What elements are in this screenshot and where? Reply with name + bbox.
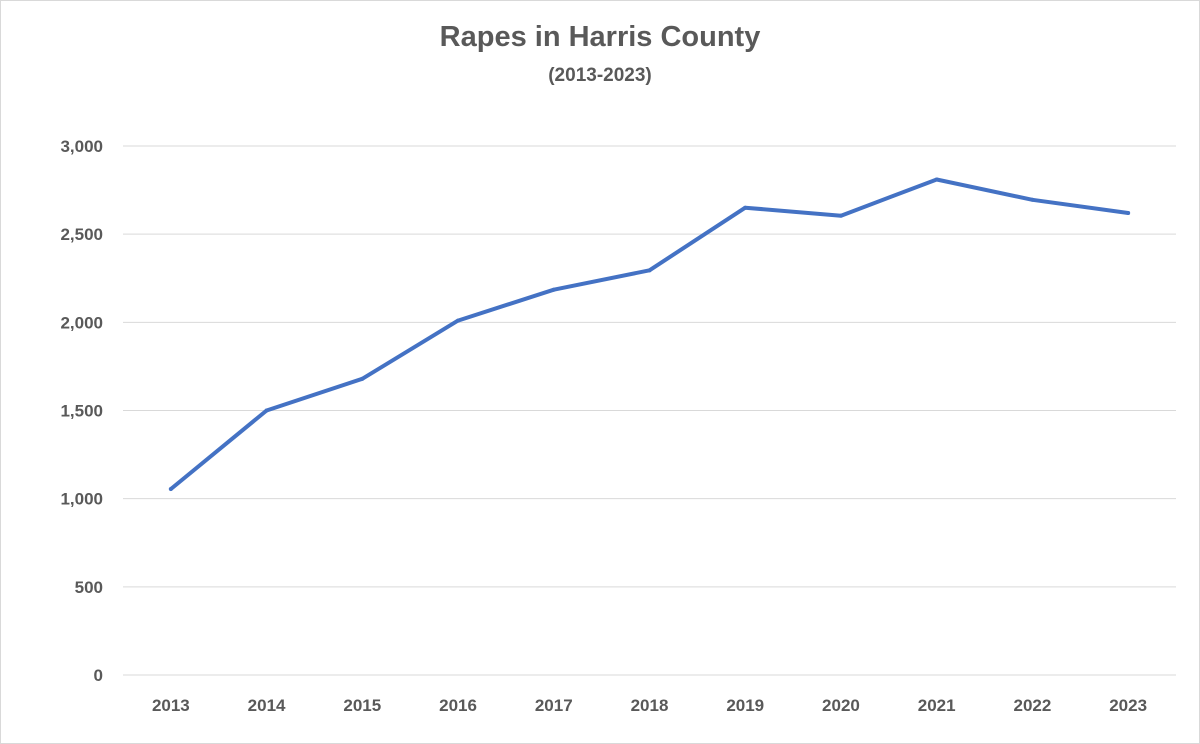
series-line bbox=[168, 177, 1131, 491]
series-layer bbox=[168, 177, 1131, 491]
data-point-2013 bbox=[168, 486, 173, 491]
x-tick-label: 2021 bbox=[918, 696, 956, 715]
x-tick-label: 2015 bbox=[343, 696, 381, 715]
data-point-2020 bbox=[838, 213, 843, 218]
x-tick-label: 2019 bbox=[726, 696, 764, 715]
gridlines bbox=[123, 145, 1176, 676]
x-tick-label: 2023 bbox=[1109, 696, 1147, 715]
data-point-2017 bbox=[551, 287, 556, 292]
y-tick-label: 3,000 bbox=[60, 137, 103, 156]
x-tick-label: 2013 bbox=[152, 696, 190, 715]
y-tick-label: 1,000 bbox=[60, 490, 103, 509]
data-point-2023 bbox=[1126, 211, 1131, 216]
x-tick-label: 2014 bbox=[248, 696, 286, 715]
y-tick-label: 2,000 bbox=[60, 313, 103, 332]
chart-title: Rapes in Harris County bbox=[439, 21, 761, 53]
data-point-2016 bbox=[456, 318, 461, 323]
data-point-2015 bbox=[360, 376, 365, 381]
x-tick-label: 2020 bbox=[822, 696, 860, 715]
y-tick-label: 0 bbox=[94, 666, 103, 685]
x-tick-label: 2017 bbox=[535, 696, 573, 715]
x-tick-label: 2022 bbox=[1013, 696, 1051, 715]
data-point-2014 bbox=[264, 408, 269, 413]
y-axis-ticks: 0 500 1,000 1,500 2,000 2,500 3,000 bbox=[60, 137, 103, 685]
y-tick-label: 2,500 bbox=[60, 225, 103, 244]
data-point-2018 bbox=[647, 268, 652, 273]
x-tick-label: 2016 bbox=[439, 696, 477, 715]
chart-subtitle: (2013-2023) bbox=[548, 65, 652, 86]
x-tick-label: 2018 bbox=[631, 696, 669, 715]
y-tick-label: 1,500 bbox=[60, 402, 103, 421]
y-tick-label: 500 bbox=[75, 578, 103, 597]
data-point-2022 bbox=[1030, 197, 1035, 202]
x-axis-ticks: 2013 2014 2015 2016 2017 2018 2019 2020 2021 2022… bbox=[152, 696, 1147, 715]
data-point-2019 bbox=[743, 205, 748, 210]
data-point-2021 bbox=[934, 177, 939, 182]
